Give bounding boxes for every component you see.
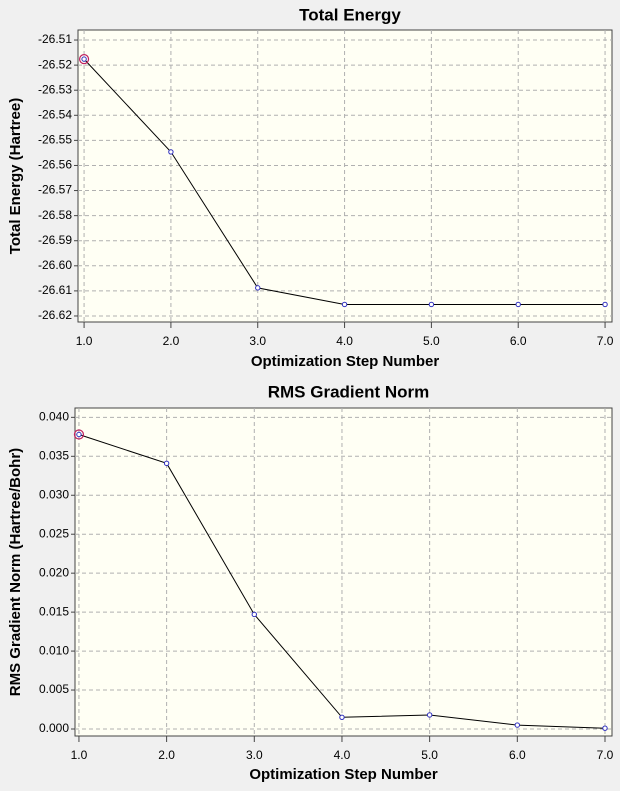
y-tick-label: 0.010 <box>39 643 69 657</box>
x-tick-label: 7.0 <box>597 334 614 348</box>
y-tick-label: 0.020 <box>39 565 69 579</box>
x-tick-label: 4.0 <box>334 748 351 762</box>
y-tick-label: -26.55 <box>38 133 72 147</box>
point <box>168 149 174 155</box>
y-tick-label: -26.57 <box>38 183 72 197</box>
y-tick-label: -26.54 <box>38 107 72 121</box>
y-tick-label: -26.58 <box>38 208 72 222</box>
point <box>341 301 348 308</box>
point <box>255 285 261 291</box>
x-axis-label: Optimization Step Number <box>249 766 438 783</box>
point <box>251 611 257 618</box>
x-tick-label: 7.0 <box>597 748 614 762</box>
y-axis-label: Total Energy (Hartree) <box>7 98 24 254</box>
y-tick-label: -26.51 <box>38 32 72 46</box>
y-tick-label: 0.015 <box>39 604 69 618</box>
x-tick-label: 5.0 <box>423 334 440 348</box>
y-axis-label: RMS Gradient Norm (Hartree/Bohr) <box>7 448 24 696</box>
point <box>163 460 170 467</box>
y-tick-label: -26.61 <box>38 283 72 297</box>
y-tick-label: -26.56 <box>38 158 72 172</box>
x-tick-label: 2.0 <box>163 334 180 348</box>
x-tick-label: 5.0 <box>421 748 438 762</box>
y-tick-label: -26.59 <box>38 233 72 247</box>
chart-title: Total Energy <box>299 5 401 24</box>
point <box>428 301 435 308</box>
current-point-ring <box>78 53 90 65</box>
point <box>76 431 82 438</box>
y-tick-label: -26.52 <box>38 57 72 71</box>
y-tick-label: -26.60 <box>38 258 72 272</box>
y-tick-label: 0.030 <box>39 487 69 501</box>
point <box>426 712 433 718</box>
x-tick-label: 1.0 <box>71 748 88 762</box>
y-tick-label: 0.000 <box>39 721 69 735</box>
x-tick-label: 3.0 <box>246 748 263 762</box>
y-tick-label: -26.62 <box>38 308 72 322</box>
x-tick-label: 1.0 <box>76 334 93 348</box>
x-tick-label: 2.0 <box>158 748 175 762</box>
y-tick-label: 0.005 <box>39 682 69 696</box>
point <box>515 301 521 308</box>
y-tick-label: 0.040 <box>39 410 69 424</box>
point <box>339 714 345 721</box>
point <box>602 301 608 308</box>
point <box>602 725 608 731</box>
y-tick-label: 0.035 <box>39 448 69 462</box>
x-axis-label: Optimization Step Number <box>251 353 440 370</box>
x-tick-label: 6.0 <box>510 334 527 348</box>
current-point-ring <box>73 429 85 440</box>
plot-area <box>77 29 613 323</box>
x-tick-label: 4.0 <box>336 334 353 348</box>
chart-title: RMS Gradient Norm <box>268 382 430 401</box>
x-tick-label: 6.0 <box>509 748 526 762</box>
y-tick-label: -26.53 <box>38 82 72 96</box>
point <box>514 722 521 728</box>
point <box>81 56 87 62</box>
y-tick-label: 0.025 <box>39 526 69 540</box>
x-tick-label: 3.0 <box>249 334 266 348</box>
plot-area <box>74 407 613 737</box>
